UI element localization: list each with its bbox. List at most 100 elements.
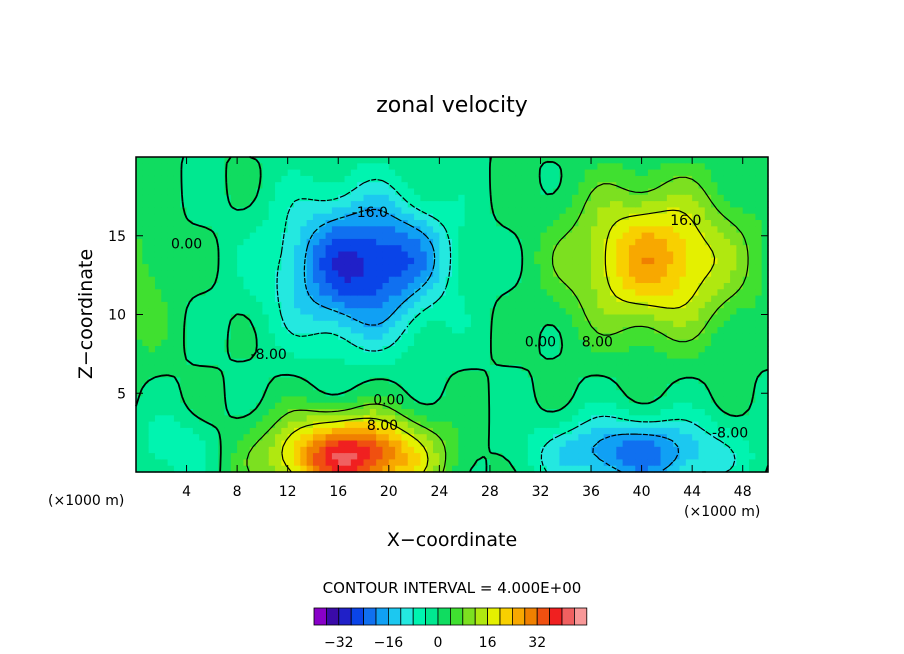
field-cell xyxy=(230,346,238,353)
field-cell xyxy=(654,333,662,341)
field-cell xyxy=(218,201,226,208)
field-cell xyxy=(306,346,314,353)
field-cell xyxy=(578,415,586,423)
field-cell xyxy=(761,169,769,177)
field-cell xyxy=(433,364,440,372)
field-cell xyxy=(281,194,289,202)
field-cell xyxy=(420,377,428,385)
field-cell xyxy=(249,339,257,347)
field-cell xyxy=(312,320,320,328)
field-cell xyxy=(647,295,655,303)
field-cell xyxy=(433,465,440,473)
field-cell xyxy=(312,295,320,303)
field-cell xyxy=(502,238,510,246)
field-cell xyxy=(610,371,617,379)
field-cell xyxy=(591,182,598,190)
field-cell xyxy=(161,358,169,366)
field-cell xyxy=(452,238,459,246)
field-cell xyxy=(426,440,434,448)
field-cell xyxy=(249,390,257,397)
field-cell xyxy=(628,276,636,284)
field-cell xyxy=(249,358,257,366)
field-cell xyxy=(344,327,352,334)
field-cell xyxy=(167,308,175,316)
field-cell xyxy=(294,295,301,303)
field-cell xyxy=(407,364,415,372)
field-cell xyxy=(173,251,181,259)
field-cell xyxy=(319,220,327,227)
field-cell xyxy=(755,289,763,297)
field-cell xyxy=(546,440,554,448)
field-cell xyxy=(654,220,662,227)
field-cell xyxy=(584,251,592,259)
field-cell xyxy=(692,295,700,303)
field-cell xyxy=(597,434,605,442)
field-cell xyxy=(382,459,390,467)
field-cell xyxy=(445,175,453,183)
field-cell xyxy=(186,238,194,246)
field-cell xyxy=(717,314,725,322)
field-cell xyxy=(458,409,466,416)
field-cell xyxy=(395,383,403,391)
field-cell xyxy=(546,213,554,221)
field-cell xyxy=(616,434,624,442)
field-cell xyxy=(635,289,643,297)
field-cell xyxy=(136,238,143,246)
field-cell xyxy=(414,264,421,271)
field-cell xyxy=(281,402,289,410)
field-cell xyxy=(477,327,485,334)
field-cell xyxy=(369,163,377,171)
field-cell xyxy=(654,201,662,208)
field-cell xyxy=(603,446,611,454)
field-cell xyxy=(559,194,567,202)
field-cell xyxy=(521,358,529,366)
field-cell xyxy=(597,333,605,341)
field-cell xyxy=(616,446,624,454)
field-cell xyxy=(363,453,371,460)
field-cell xyxy=(717,207,725,215)
field-cell xyxy=(331,163,339,171)
field-cell xyxy=(344,352,352,360)
field-cell xyxy=(610,283,617,290)
field-cell xyxy=(243,415,251,423)
field-cell xyxy=(717,175,725,183)
field-cell xyxy=(470,213,478,221)
field-cell xyxy=(470,238,478,246)
field-cell xyxy=(660,358,668,366)
field-cell xyxy=(218,213,226,221)
field-cell xyxy=(376,446,384,454)
field-cell xyxy=(344,333,352,341)
field-cell xyxy=(319,396,327,404)
field-cell xyxy=(192,314,200,322)
field-cell xyxy=(452,207,459,215)
field-cell xyxy=(426,232,434,240)
field-cell xyxy=(180,289,188,297)
field-cell xyxy=(673,308,681,316)
field-cell xyxy=(414,446,421,454)
field-cell xyxy=(546,201,554,208)
field-cell xyxy=(704,283,712,290)
field-cell xyxy=(281,364,289,372)
field-cell xyxy=(414,402,421,410)
field-cell xyxy=(489,333,497,341)
field-cell xyxy=(224,415,232,423)
field-cell xyxy=(180,245,188,253)
field-cell xyxy=(717,194,725,202)
field-cell xyxy=(136,346,143,353)
field-cell xyxy=(572,421,579,429)
field-cell xyxy=(167,182,175,190)
field-cell xyxy=(673,390,681,397)
field-cell xyxy=(445,434,453,442)
field-cell xyxy=(180,188,188,196)
field-cell xyxy=(628,415,636,423)
field-cell xyxy=(331,213,339,221)
field-cell xyxy=(199,339,207,347)
field-cell xyxy=(224,283,232,290)
field-cell xyxy=(521,220,529,227)
field-cell xyxy=(439,346,447,353)
field-cell xyxy=(363,220,371,227)
field-cell xyxy=(401,465,409,473)
field-cell xyxy=(597,396,605,404)
field-cell xyxy=(249,157,257,164)
field-cell xyxy=(357,390,365,397)
